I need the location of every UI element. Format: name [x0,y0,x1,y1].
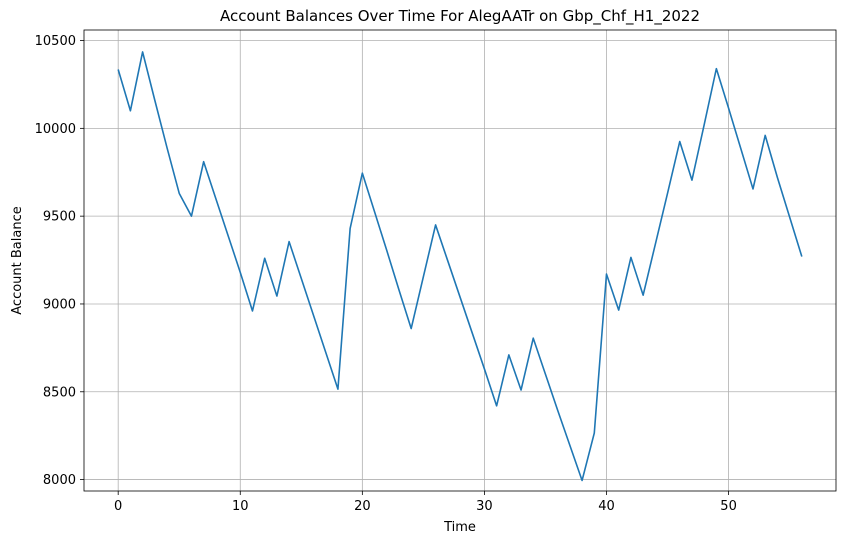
x-tick-label: 10 [232,499,249,514]
x-tick-label: 0 [114,499,122,514]
plot-frame [83,29,837,492]
x-tick-label: 30 [476,499,493,514]
axis-ticks: 0 10 20 30 40 50 8000 8500 9000 9500 10000 10500 [35,34,737,514]
grid-lines [84,30,836,491]
chart-title: Account Balances Over Time For AlegAATr … [220,7,700,26]
x-tick-label: 20 [354,499,371,514]
y-tick-label: 8000 [43,473,76,488]
y-tick-label: 9000 [43,297,76,312]
y-tick-label: 10500 [35,34,76,49]
x-tick-label: 40 [598,499,615,514]
y-tick-label: 9500 [43,210,76,225]
x-tick-label: 50 [720,499,737,514]
y-axis-label: Account Balance [10,206,25,314]
series-layer [117,51,803,482]
x-axis-label: Time [443,520,476,535]
balance-line [117,51,803,482]
y-tick-label: 10000 [35,122,76,137]
y-tick-label: 8500 [43,385,76,400]
